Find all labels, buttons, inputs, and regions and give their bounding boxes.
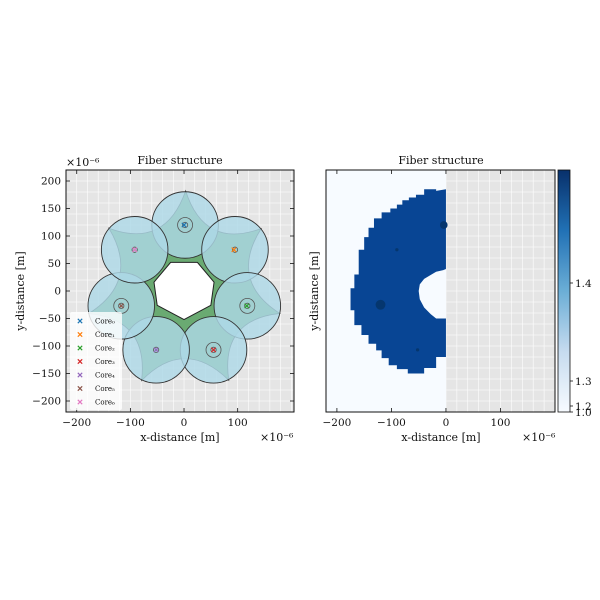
right-y-axis-label: y-distance [m] [308,251,321,331]
legend-label: Core₀ [95,318,115,326]
colorbar-tick-label: 1.3 [575,376,592,388]
x-tick-label: −200 [322,417,351,429]
legend-label: Core₃ [95,358,115,366]
legend-marker [77,372,83,378]
right-panel: −200 −100 0 100 Fiber structure x-distance … [308,154,592,444]
legend-label: Core₆ [95,399,115,407]
legend-marker [77,385,83,392]
legend-marker [77,358,83,365]
core-ring [205,341,222,358]
heatmap-core-spot [395,248,399,252]
y-tick-label: 50 [48,258,61,270]
right-plot-frame [325,169,556,413]
right-axis-ticks: −200 −100 0 100 [322,170,510,429]
colorbar-tick-label: 1.4 [575,278,592,290]
core-marker [231,247,237,253]
y-tick-label: −50 [39,313,61,325]
core-ring [231,246,239,253]
core-ring [131,246,138,253]
x-tick-label: −200 [62,417,91,429]
legend-marker [77,399,83,405]
core-marker [153,347,159,353]
legend-label: Core₅ [95,385,115,393]
y-tick-label: 200 [41,176,61,188]
central-hole [153,261,215,321]
x-tick-label: −100 [116,417,145,429]
core-marker [132,247,138,253]
capillary-tube [201,216,269,284]
colorbar [557,169,571,413]
core-ring [118,302,125,309]
legend-marker [77,318,83,324]
heatmap-core-spot [439,221,448,229]
x-tick-label: 0 [443,417,450,429]
core-ring [177,217,194,233]
x-tick-label: 100 [490,417,510,429]
left-axis-ticks: −200 −100 0 100 −200 −150 −100 −50 0 50 100 150 200 [32,170,294,429]
y-tick-label: 150 [41,203,61,215]
core-ring [239,297,256,314]
core-marker [210,347,217,353]
core-ring [210,346,217,353]
left-y-scale-label: ×10⁻⁶ [66,156,100,169]
y-tick-label: 0 [54,286,61,298]
left-x-scale-label: ×10⁻⁶ [260,431,294,444]
legend: Core₀ Core₁ Core₂ Core₃ Core₄ Core₅ Core₆ [70,312,122,410]
core-ring [244,302,251,309]
left-x-axis-label: x-distance [m] [140,431,219,444]
colorbar-ticks [570,282,573,413]
core-marker [118,303,124,309]
heatmap-high-region [350,189,446,374]
core-ring [153,346,160,353]
fiber-structure [87,189,282,384]
legend-label: Core₂ [95,345,115,353]
left-chart-title: Fiber structure [137,154,222,167]
core-ring [182,221,189,229]
y-tick-label: −100 [32,341,61,353]
colorbar-tick-label: 1.0 [575,407,592,419]
legend-label: Core₁ [95,331,115,339]
y-tick-label: −150 [32,368,61,380]
right-chart-title: Fiber structure [398,154,483,167]
refractive-index-map [326,170,448,412]
left-y-axis-label: y-distance [m] [14,251,27,331]
x-tick-label: 0 [181,417,188,429]
colorbar-tick-label: 1.2 [575,401,592,413]
legend-box [70,312,122,410]
heatmap-core-spot [375,299,386,310]
core-marker [244,303,250,309]
legend-marker [77,331,83,338]
right-x-axis-label: x-distance [m] [401,431,480,444]
x-tick-label: 100 [228,417,248,429]
y-tick-label: −200 [32,396,61,408]
x-tick-label: −100 [377,417,406,429]
left-panel: −200 −100 0 100−200−150−100−50050100150200 … [14,154,295,444]
heatmap-core-spot [415,348,420,352]
y-tick-label: 100 [41,231,61,243]
legend-label: Core₄ [95,372,115,380]
legend-marker [77,345,83,351]
core-marker [181,222,187,228]
right-x-scale-label: ×10⁻⁶ [522,431,556,444]
